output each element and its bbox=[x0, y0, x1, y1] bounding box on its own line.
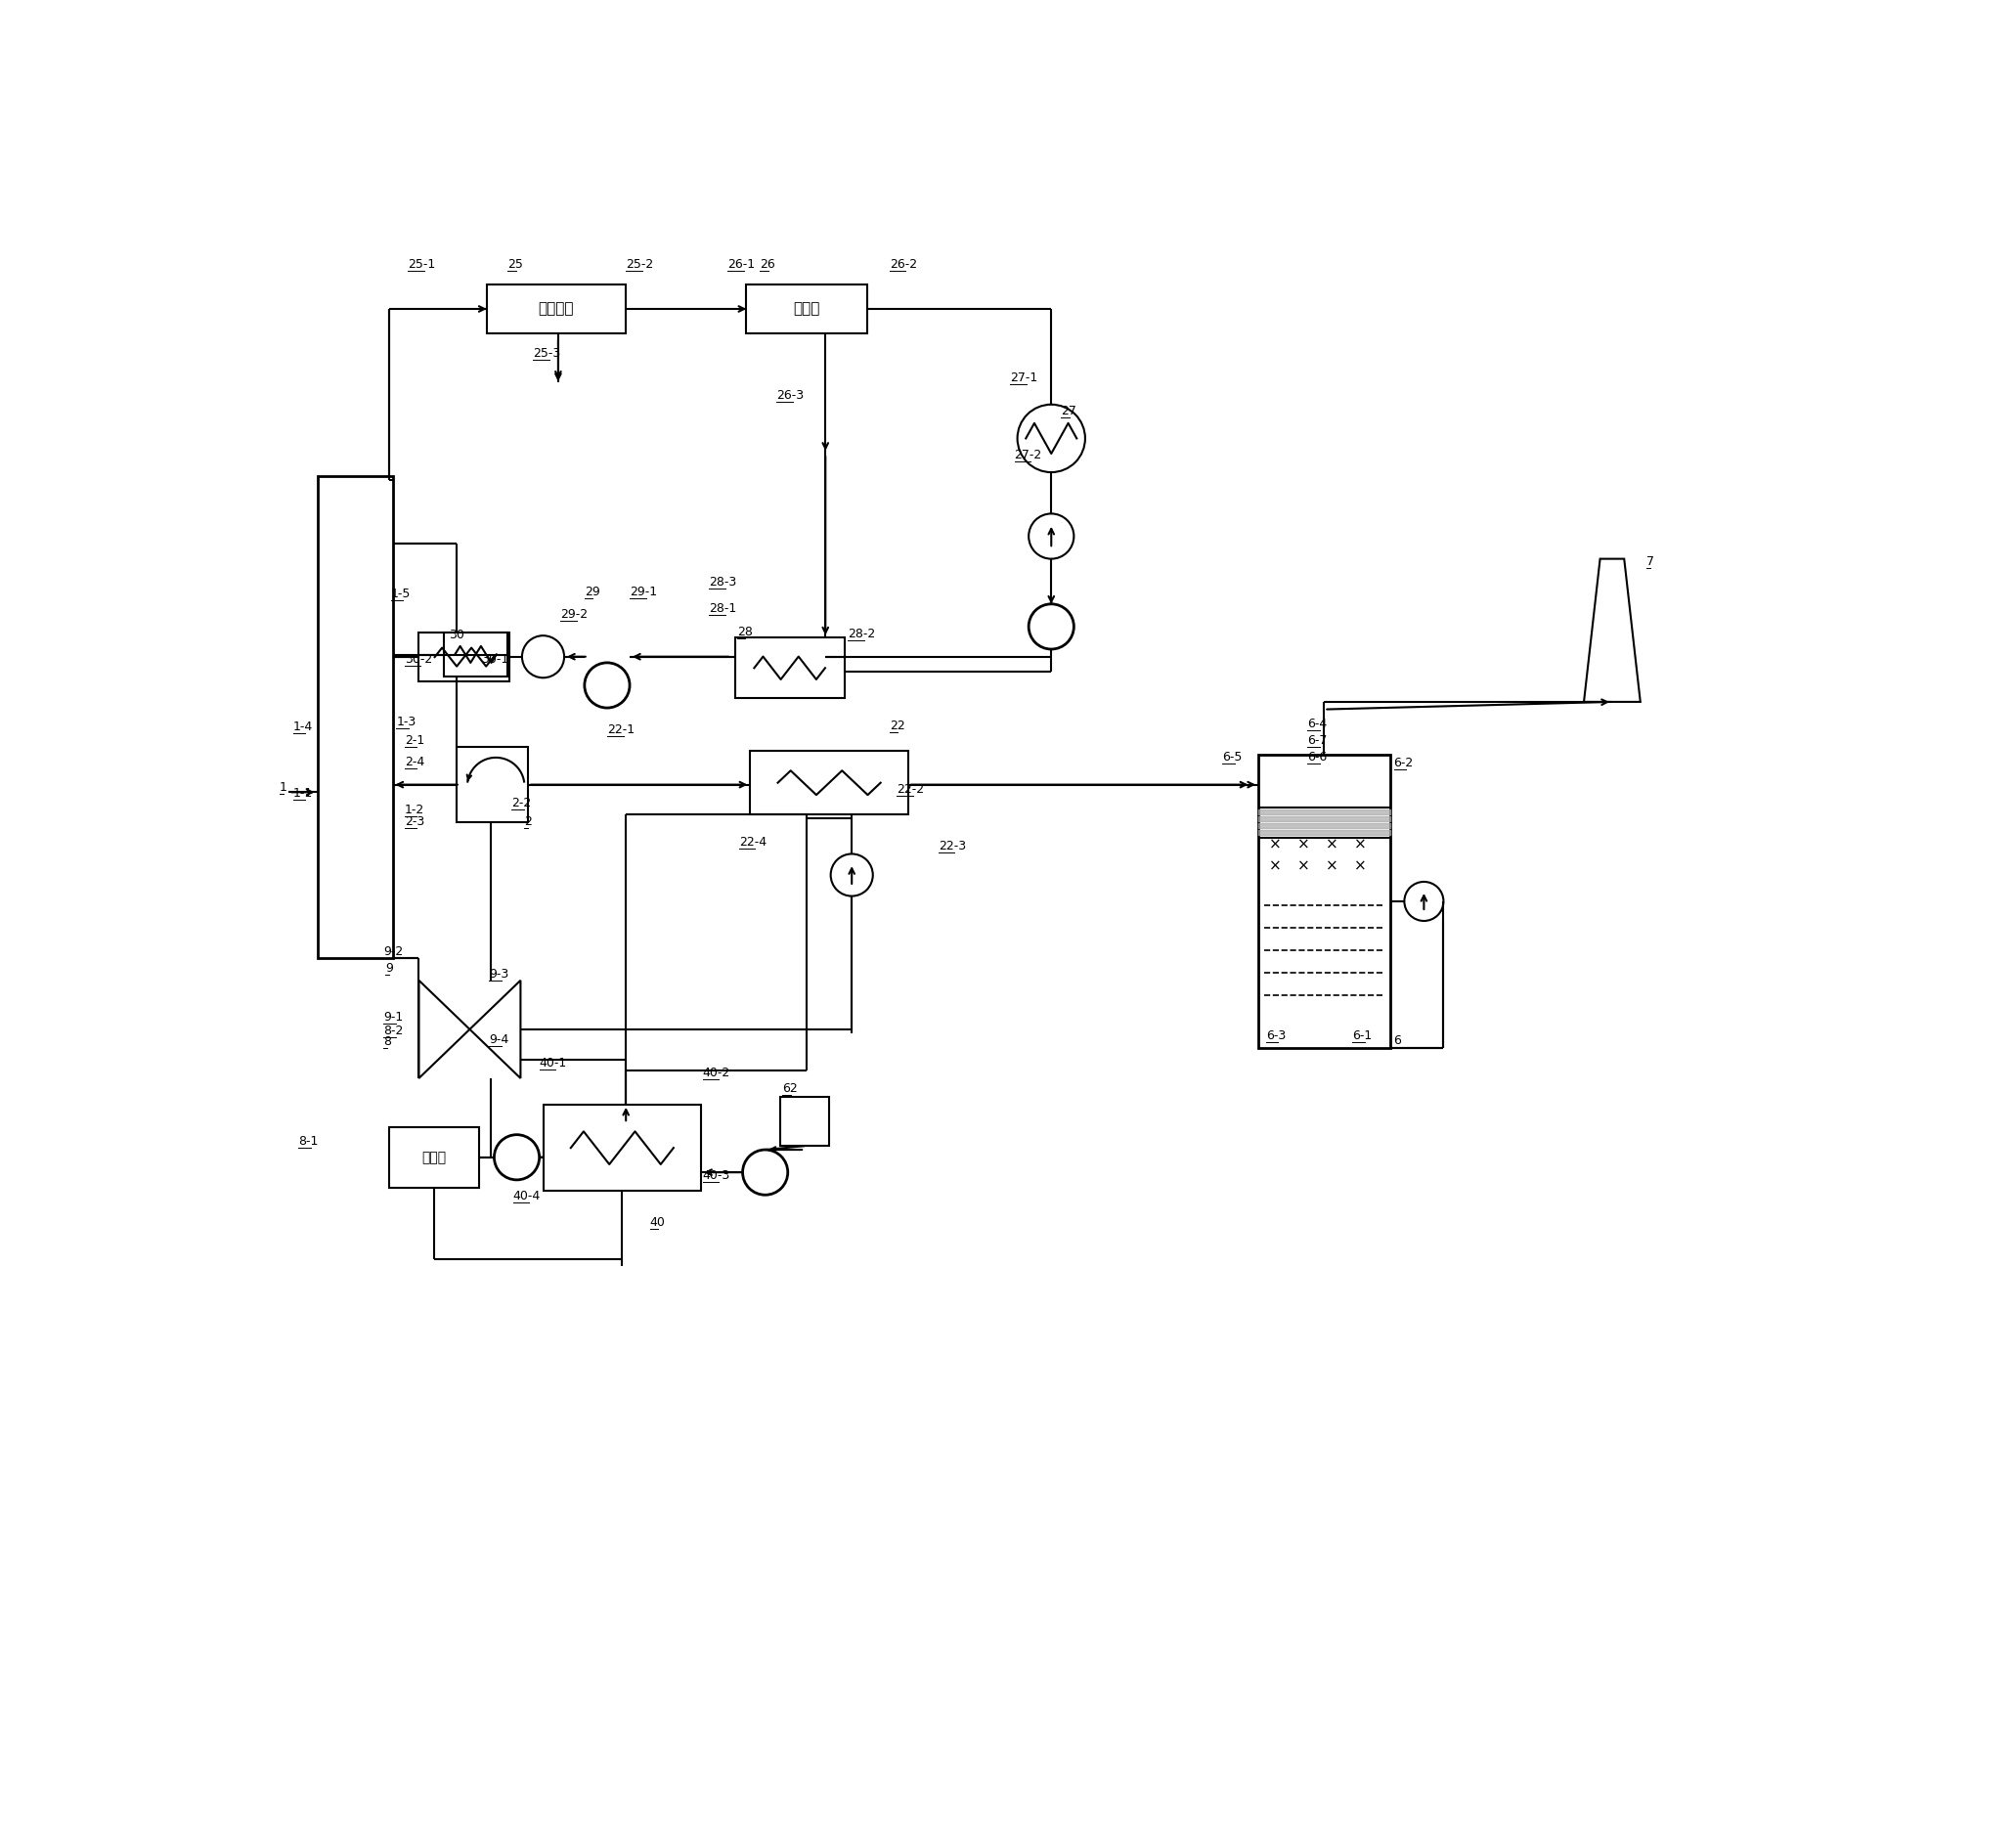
Text: 2-3: 2-3 bbox=[405, 816, 425, 829]
Text: 22-2: 22-2 bbox=[897, 783, 925, 796]
Text: 8-1: 8-1 bbox=[298, 1135, 319, 1148]
Text: ×: × bbox=[1296, 858, 1310, 873]
Text: 2-2: 2-2 bbox=[512, 796, 532, 809]
Text: 27-2: 27-2 bbox=[1014, 447, 1042, 460]
Text: A: A bbox=[603, 679, 613, 693]
Bar bbox=[736, 638, 845, 699]
Text: 9-3: 9-3 bbox=[490, 968, 508, 981]
Text: 7: 7 bbox=[1645, 556, 1653, 569]
Text: 6-7: 6-7 bbox=[1306, 734, 1327, 746]
Text: 28-2: 28-2 bbox=[849, 627, 875, 640]
Text: 22-3: 22-3 bbox=[937, 840, 966, 853]
Circle shape bbox=[742, 1150, 788, 1196]
Text: 22: 22 bbox=[889, 719, 905, 732]
Text: 1-1: 1-1 bbox=[292, 787, 312, 800]
Text: 1-4: 1-4 bbox=[292, 721, 312, 734]
Text: 26: 26 bbox=[760, 259, 776, 271]
Text: 6: 6 bbox=[1393, 1034, 1401, 1047]
Text: 27-1: 27-1 bbox=[1010, 372, 1038, 383]
Text: ×: × bbox=[1296, 838, 1310, 853]
Text: 6-1: 6-1 bbox=[1353, 1029, 1373, 1042]
Text: 2-4: 2-4 bbox=[405, 756, 425, 768]
Bar bbox=[750, 750, 909, 814]
Text: 29-1: 29-1 bbox=[629, 585, 657, 598]
Text: ×: × bbox=[1327, 838, 1339, 853]
Circle shape bbox=[831, 855, 873, 897]
Bar bbox=[486, 284, 625, 334]
Bar bbox=[746, 284, 867, 334]
Bar bbox=[456, 746, 528, 822]
Text: ×: × bbox=[1268, 858, 1280, 873]
Bar bbox=[317, 477, 393, 957]
Text: 30-1: 30-1 bbox=[482, 653, 508, 666]
Text: 29-2: 29-2 bbox=[560, 607, 589, 620]
Text: 9-2: 9-2 bbox=[383, 945, 403, 957]
Circle shape bbox=[494, 1135, 540, 1179]
Bar bbox=[444, 633, 508, 677]
Text: 40: 40 bbox=[649, 1216, 665, 1229]
Text: 25-3: 25-3 bbox=[534, 347, 560, 359]
Text: 40-2: 40-2 bbox=[704, 1067, 730, 1080]
Text: 6-2: 6-2 bbox=[1393, 757, 1413, 770]
Circle shape bbox=[1028, 603, 1075, 649]
Text: ×: × bbox=[1355, 838, 1367, 853]
Text: 28: 28 bbox=[738, 625, 752, 638]
Text: 25-2: 25-2 bbox=[625, 259, 653, 271]
Bar bbox=[780, 1097, 829, 1146]
Bar bbox=[419, 633, 510, 682]
Text: 送风机: 送风机 bbox=[421, 1150, 446, 1165]
Text: 1-5: 1-5 bbox=[391, 587, 411, 600]
Bar bbox=[1258, 754, 1391, 1047]
Text: 28-3: 28-3 bbox=[710, 576, 736, 589]
Text: 22-4: 22-4 bbox=[738, 836, 766, 849]
Text: 26-1: 26-1 bbox=[728, 259, 756, 271]
Text: ×: × bbox=[1268, 838, 1280, 853]
Text: 40-1: 40-1 bbox=[540, 1056, 566, 1069]
Text: 高中压缸: 高中压缸 bbox=[538, 301, 575, 315]
Text: 26-2: 26-2 bbox=[889, 259, 917, 271]
Text: 6-4: 6-4 bbox=[1306, 717, 1327, 730]
Text: ×: × bbox=[1327, 858, 1339, 873]
Text: 26-3: 26-3 bbox=[776, 389, 804, 402]
Bar bbox=[389, 1128, 480, 1187]
Text: 9-1: 9-1 bbox=[383, 1011, 403, 1023]
Text: 29: 29 bbox=[585, 585, 601, 598]
Text: 22-1: 22-1 bbox=[607, 723, 635, 735]
Circle shape bbox=[1405, 882, 1443, 921]
Text: 40-3: 40-3 bbox=[704, 1170, 730, 1183]
Text: 62: 62 bbox=[782, 1082, 798, 1095]
Text: 28-1: 28-1 bbox=[710, 603, 736, 614]
Text: 6-5: 6-5 bbox=[1222, 750, 1242, 763]
Circle shape bbox=[585, 662, 629, 708]
Text: 9: 9 bbox=[385, 961, 393, 974]
Text: ×: × bbox=[1355, 858, 1367, 873]
Text: B: B bbox=[760, 1165, 770, 1179]
Text: 8: 8 bbox=[383, 1036, 391, 1047]
Text: 25-1: 25-1 bbox=[407, 259, 435, 271]
Text: 27: 27 bbox=[1060, 405, 1077, 418]
Bar bbox=[542, 1104, 702, 1190]
Text: 2-1: 2-1 bbox=[405, 734, 425, 746]
Text: 低压缸: 低压缸 bbox=[792, 301, 821, 315]
Text: B: B bbox=[1046, 620, 1056, 635]
Text: 1: 1 bbox=[280, 781, 288, 794]
Text: A: A bbox=[512, 1150, 522, 1165]
Text: 9-4: 9-4 bbox=[490, 1033, 508, 1045]
Text: 1-2: 1-2 bbox=[405, 803, 425, 816]
Text: 1-3: 1-3 bbox=[397, 715, 415, 728]
Text: 6-6: 6-6 bbox=[1306, 750, 1327, 763]
Text: 8-2: 8-2 bbox=[383, 1023, 403, 1036]
Circle shape bbox=[522, 636, 564, 679]
Text: 2: 2 bbox=[524, 816, 532, 829]
Text: 6-3: 6-3 bbox=[1266, 1029, 1286, 1042]
Text: 40-4: 40-4 bbox=[512, 1190, 540, 1203]
Text: 30: 30 bbox=[450, 629, 464, 640]
Circle shape bbox=[1028, 514, 1075, 559]
Text: 25: 25 bbox=[508, 259, 524, 271]
Circle shape bbox=[1018, 405, 1085, 473]
Text: 30-2: 30-2 bbox=[405, 653, 431, 666]
